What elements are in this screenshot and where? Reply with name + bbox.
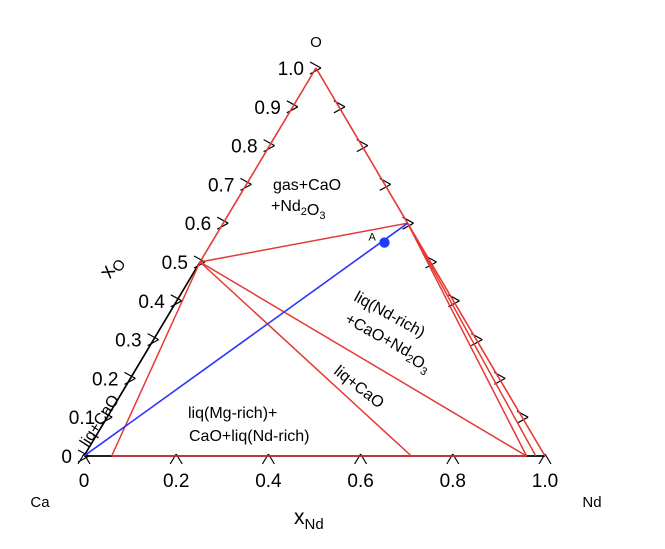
y-tick-label-5: 0.5 bbox=[162, 253, 188, 274]
y-tick-9-a bbox=[286, 100, 299, 108]
x-tick-label-5: 1.0 bbox=[532, 471, 558, 492]
y-tick-label-9: 0.9 bbox=[254, 98, 280, 119]
y-tick-2-b bbox=[124, 377, 136, 385]
vertex-top-label: O bbox=[310, 34, 322, 51]
y-tick-7-b bbox=[240, 183, 252, 191]
right-phase-edge-lower bbox=[406, 222, 546, 457]
y-tick-1-b bbox=[100, 416, 113, 424]
y-tick-label-7: 0.7 bbox=[208, 175, 234, 196]
left-axis-lower bbox=[83, 261, 201, 457]
y-tick-0-b bbox=[77, 455, 90, 463]
diagram-labels: A 0 0.2 0.4 0.6 0.8 1.0 0 0.1 0.2 0.3 0.4 0.5 0.6 0.7 0… bbox=[30, 34, 601, 533]
y-tick-label-0: 0 bbox=[61, 447, 72, 468]
y-tick-label-1: 0.1 bbox=[69, 408, 95, 429]
y-tick-8-a bbox=[263, 139, 275, 147]
y-tick-4-b bbox=[170, 300, 183, 308]
y-tick-9-b bbox=[286, 106, 299, 114]
y-tick-5-b bbox=[193, 261, 206, 269]
y-tick-10-b bbox=[309, 67, 322, 75]
tick-marks bbox=[77, 61, 552, 465]
point-a-label: A bbox=[368, 232, 376, 244]
y-tick-10-a bbox=[309, 61, 322, 69]
y-tick-7-a bbox=[240, 177, 252, 185]
right-tick-6-b bbox=[402, 222, 414, 230]
composition-line bbox=[83, 222, 409, 457]
region-liq-mg-rich-line-2: CaO+liq(Nd-rich) bbox=[189, 428, 309, 445]
y-tick-label-2: 0.2 bbox=[92, 369, 118, 390]
left-phase-edge bbox=[199, 67, 317, 263]
region-liq-mg-rich-line-1: liq(Mg-rich)+ bbox=[188, 405, 277, 422]
phase-line-0 bbox=[199, 222, 408, 263]
phase-line-5 bbox=[406, 222, 537, 457]
y-tick-label-6: 0.6 bbox=[185, 214, 211, 235]
y-tick-0-a bbox=[77, 449, 90, 457]
phase-line-4 bbox=[406, 222, 528, 457]
y-tick-4-a bbox=[170, 294, 183, 302]
y-tick-3-a bbox=[147, 333, 159, 341]
phase-boundaries bbox=[83, 67, 546, 457]
right-tick-3-b bbox=[471, 339, 483, 347]
y-tick-label-8: 0.8 bbox=[231, 137, 257, 158]
right-tick-8-b bbox=[356, 145, 369, 153]
x-tick-label-1: 0.2 bbox=[163, 471, 189, 492]
right-tick-7-b bbox=[379, 183, 391, 191]
x-tick-0-a bbox=[77, 453, 85, 465]
right-tick-9-b bbox=[333, 106, 346, 114]
y-tick-8-b bbox=[263, 145, 275, 153]
y-tick-label-3: 0.3 bbox=[115, 331, 141, 352]
region-gas-cao-nd2o3-line-2: +Nd2O3 bbox=[271, 198, 326, 222]
phase-line-2 bbox=[199, 261, 412, 457]
x-tick-label-2: 0.4 bbox=[255, 471, 282, 492]
phase-line-3 bbox=[199, 261, 527, 457]
x-tick-5-b bbox=[544, 453, 552, 465]
right-phase-edge-upper bbox=[315, 67, 409, 224]
point-a bbox=[379, 237, 390, 248]
y-tick-label-10: 1.0 bbox=[278, 59, 304, 80]
y-tick-6-b bbox=[216, 222, 229, 230]
y-axis-title: xO bbox=[95, 251, 130, 284]
y-tick-2-a bbox=[124, 371, 136, 379]
vertex-right-label: Nd bbox=[582, 494, 601, 511]
x-tick-label-3: 0.6 bbox=[347, 471, 373, 492]
region-liq-nd-rich-line-2: +CaO+Nd2O3 bbox=[339, 311, 435, 379]
region-gas-cao-nd2o3-line-1: gas+CaO bbox=[273, 177, 341, 194]
x-axis-title: xNd bbox=[294, 506, 324, 533]
phase-line-1 bbox=[110, 261, 201, 457]
y-tick-6-a bbox=[216, 216, 229, 224]
y-tick-label-4: 0.4 bbox=[138, 292, 165, 313]
region-liq-nd-rich-line-1: liq(Nd-rich) bbox=[351, 289, 428, 342]
x-tick-label-4: 0.8 bbox=[440, 471, 466, 492]
region-liq-cao-right: liq+CaO bbox=[331, 363, 387, 412]
right-tick-1-b bbox=[516, 416, 529, 424]
x-tick-label-0: 0 bbox=[79, 471, 90, 492]
y-tick-1-a bbox=[100, 410, 113, 418]
vertex-left-label: Ca bbox=[30, 494, 50, 511]
y-tick-3-b bbox=[147, 339, 159, 347]
